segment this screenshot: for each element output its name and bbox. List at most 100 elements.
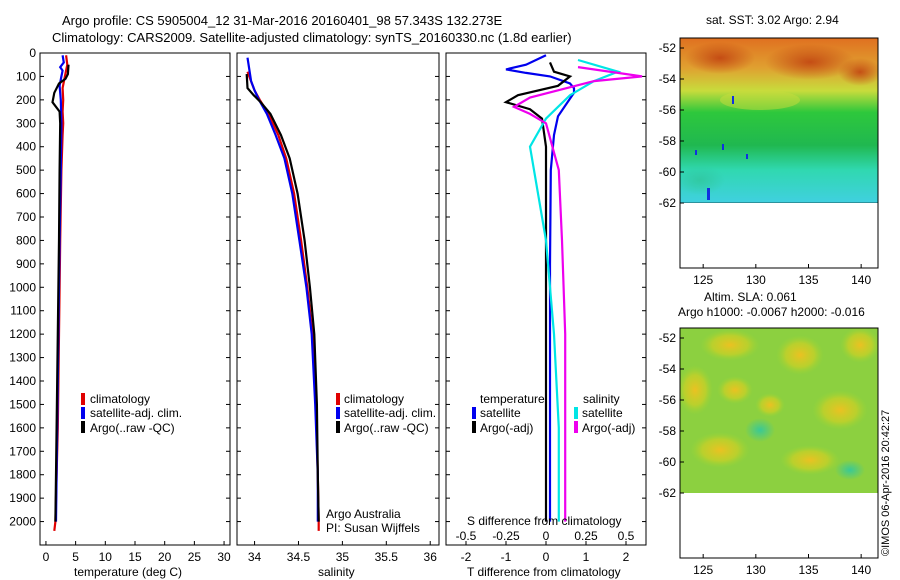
sal-legend-swatch-argo: [336, 421, 340, 433]
x-tick-label: 30: [217, 550, 231, 564]
sla-tick-group: 125 130 135 140 -52 -54 -56 -58 -60 -62: [659, 331, 872, 577]
temperature-tick-group: 0100200300400500600700800900100011001200…: [9, 46, 231, 564]
y-tick-label: 1100: [10, 304, 36, 318]
y-tick-label: 600: [16, 187, 36, 201]
x-tick-label: 34: [248, 550, 262, 564]
salinity-annotation-1: Argo Australia: [326, 507, 401, 521]
temp-legend-argo: Argo(..raw -QC): [90, 421, 175, 435]
salinity-axes: [236, 52, 440, 546]
x-tick-label: 20: [158, 550, 172, 564]
sal-legend-argo: Argo(..raw -QC): [344, 421, 429, 435]
sla-axes: [679, 327, 879, 559]
x-tick-label: 35.5: [375, 550, 399, 564]
sst-axes: [679, 37, 879, 269]
y-tick-label: 200: [16, 93, 36, 107]
x-tick-label: 34.5: [287, 550, 311, 564]
y-tick-label: 1500: [9, 397, 36, 411]
map-x-tick-label: 135: [798, 563, 818, 577]
x-tick-label: 0: [543, 550, 550, 564]
difference-xlabel-t: T difference from climatology: [467, 565, 621, 579]
x2-tick-label: -0.25: [492, 529, 520, 543]
y-tick-label: 500: [16, 163, 36, 177]
map-y-tick-label: -52: [659, 331, 677, 345]
x-tick-label: 15: [128, 550, 142, 564]
temp-legend-swatch-clim: [81, 393, 85, 405]
sal-legend-sat: satellite-adj. clim.: [344, 406, 436, 420]
x-tick-label: -1: [501, 550, 512, 564]
map-y-tick-label: -58: [659, 424, 677, 438]
map-y-tick-label: -56: [659, 393, 677, 407]
map-y-tick-label: -62: [659, 196, 677, 210]
x-tick-label: 0: [43, 550, 50, 564]
map-y-tick-label: -54: [659, 72, 677, 86]
diff-legend-ssat: satellite: [582, 406, 623, 420]
series-line: [246, 57, 319, 522]
series-line: [528, 58, 622, 522]
difference-series-group: [503, 54, 643, 522]
temp-legend-sat: satellite-adj. clim.: [90, 406, 182, 420]
x2-tick-label: 0.25: [574, 529, 598, 543]
diff-legend-targo: Argo(-adj): [480, 421, 533, 435]
sst-tick-group: 125 130 135 140 -52 -54 -56 -58 -60 -62: [659, 41, 872, 287]
y-tick-label: 300: [16, 116, 36, 130]
temp-legend-swatch-argo: [81, 421, 85, 433]
y-tick-label: 1000: [9, 280, 36, 294]
sla-subtitle: Argo h1000: -0.0067 h2000: -0.016: [678, 305, 865, 319]
x2-tick-label: 0.5: [618, 529, 635, 543]
map-y-tick-label: -60: [659, 455, 677, 469]
x2-tick-label: -0.5: [456, 529, 477, 543]
salinity-xlabel: salinity: [318, 565, 355, 579]
sst-heatmap: [680, 38, 878, 203]
sal-legend-swatch-sat: [336, 407, 340, 419]
y-tick-label: 1300: [9, 351, 36, 365]
map-x-tick-label: 140: [851, 563, 871, 577]
map-x-tick-label: 125: [693, 273, 713, 287]
map-x-tick-label: 130: [746, 563, 766, 577]
y-tick-label: 1800: [9, 468, 36, 482]
map-x-tick-label: 125: [693, 563, 713, 577]
credit-text: ©IMOS 06-Apr-2016 20:42:27: [880, 410, 892, 556]
temp-legend-swatch-sat: [81, 407, 85, 419]
temp-legend-clim: climatology: [90, 392, 150, 406]
temperature-series-group: [51, 55, 70, 532]
diff-legend-title-sal: salinity: [583, 392, 620, 406]
difference-tick-group: -2 -1 0 1 2 -0.5 -0.25 0 0.25 0.5: [446, 52, 646, 564]
salinity-tick-group: 34 34.5 35 35.5 36: [237, 52, 439, 564]
y-tick-label: 700: [16, 210, 36, 224]
map-x-tick-label: 130: [746, 273, 766, 287]
map-x-tick-label: 135: [798, 273, 818, 287]
x2-tick-label: 0: [543, 529, 550, 543]
map-y-tick-label: -60: [659, 165, 677, 179]
map-y-tick-label: -62: [659, 486, 677, 500]
y-tick-label: 0: [29, 46, 36, 60]
x-tick-label: 36: [424, 550, 438, 564]
y-tick-label: 1200: [9, 327, 36, 341]
diff-legend-swatch-ssat: [574, 407, 578, 419]
x-tick-label: 35: [336, 550, 350, 564]
header-line-2: Climatology: CARS2009. Satellite-adjuste…: [52, 30, 572, 45]
difference-xlabel-s: S difference from climatology: [467, 514, 622, 528]
x-tick-label: 1: [583, 550, 590, 564]
temperature-xlabel: temperature (deg C): [74, 565, 182, 579]
sla-heatmap: [680, 328, 878, 493]
series-line: [511, 66, 643, 522]
map-y-tick-label: -54: [659, 362, 677, 376]
x-tick-label: -2: [461, 550, 472, 564]
x-tick-label: 5: [72, 550, 79, 564]
x-tick-label: 10: [99, 550, 113, 564]
series-line: [245, 74, 320, 522]
y-tick-label: 400: [16, 140, 36, 154]
diff-legend-sargo: Argo(-adj): [582, 421, 635, 435]
salinity-series-group: [245, 57, 320, 531]
sla-title: Altim. SLA: 0.061: [704, 290, 797, 304]
temperature-axes: [39, 52, 231, 546]
series-line: [51, 64, 70, 522]
diff-legend-tsat: satellite: [480, 406, 521, 420]
map-y-tick-label: -56: [659, 103, 677, 117]
header-line-1: Argo profile: CS 5905004_12 31-Mar-2016 …: [62, 13, 503, 28]
diff-legend-swatch-sargo: [574, 421, 578, 433]
map-x-tick-label: 140: [851, 273, 871, 287]
salinity-annotation-2: PI: Susan Wijffels: [326, 521, 420, 535]
sal-legend-clim: climatology: [344, 392, 404, 406]
